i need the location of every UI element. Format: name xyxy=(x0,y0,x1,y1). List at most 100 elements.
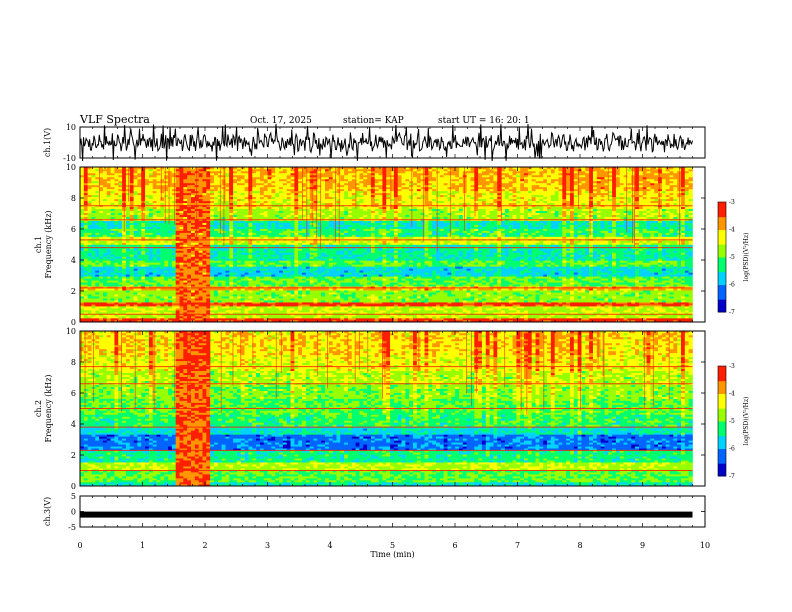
ch1-spec-cell xyxy=(298,176,303,180)
ch1-spec-cell xyxy=(210,184,215,188)
ch1-spec-cell xyxy=(191,168,196,172)
ch1-spec-cell xyxy=(141,236,146,239)
ch1-spec-cell xyxy=(171,170,177,174)
ch1-spec-cell xyxy=(267,270,272,273)
ch1-spec-cell xyxy=(141,208,146,212)
ch1-spec-cell xyxy=(259,232,265,235)
ch1-spec-cell xyxy=(175,252,180,255)
ch1-spec-cell xyxy=(252,274,257,277)
ch1-spec-cell xyxy=(236,176,242,180)
ch1-spec-cell xyxy=(217,292,222,295)
ch1-spec-cell xyxy=(87,192,92,196)
ch1-spec-cell xyxy=(225,230,230,233)
ch1-spec-cell xyxy=(252,286,257,289)
ch1-spec-cell xyxy=(118,232,123,235)
ch1-spec-cell xyxy=(206,318,211,321)
ch1-spec-cell xyxy=(236,184,242,188)
ch1-spec-cell xyxy=(202,260,207,263)
ch1-spec-cell xyxy=(202,298,207,301)
ch1-spec-cell xyxy=(271,228,276,231)
ch1-spec-cell xyxy=(271,270,276,273)
ch1-spec-cell xyxy=(110,256,115,259)
ch1-spec-cell xyxy=(141,242,146,245)
ch1-spec-cell xyxy=(279,304,284,307)
ch1-spec-cell xyxy=(302,302,307,305)
ch1-spec-cell xyxy=(279,174,284,178)
ch1-spec-cell xyxy=(279,292,284,295)
ch1-spec-cell xyxy=(145,300,150,303)
ch1-spec-cell xyxy=(168,180,173,184)
ch1-spec-cell xyxy=(267,254,272,257)
ch1-spec-cell xyxy=(183,310,188,313)
ch1-spec-cell xyxy=(83,226,88,229)
ch1-spec-cell xyxy=(286,167,291,170)
ch1-spec-cell xyxy=(179,310,184,313)
ch1-spec-cell xyxy=(110,194,115,198)
ch1-spec-cell xyxy=(125,308,131,311)
ch1-spec-cell xyxy=(221,286,226,289)
ch1-spec-cell xyxy=(317,240,322,243)
ch1-spec-cell xyxy=(145,242,150,245)
ch1-spec-cell xyxy=(118,192,123,196)
ch1-spec-cell xyxy=(206,278,211,281)
ch1-spec-cell xyxy=(118,306,123,309)
ch1-spec-cell xyxy=(202,308,207,311)
ch1-spec-cell xyxy=(267,296,272,299)
ch1-spec-cell xyxy=(145,266,150,269)
ch1-spec-cell xyxy=(148,192,154,196)
ch1-spec-cell xyxy=(294,268,299,271)
ch1-spec-cell xyxy=(267,216,272,219)
ch1-spec-cell xyxy=(110,298,115,301)
ch1-spec-cell xyxy=(210,224,215,227)
ch1-spec-cell xyxy=(183,314,188,317)
ch1-spec-cell xyxy=(148,186,154,190)
ch1-spec-cell xyxy=(187,242,192,245)
ch1-spec-cell xyxy=(294,252,299,255)
ch1-spec-cell xyxy=(229,184,234,188)
ch1-spec-cell xyxy=(229,266,234,269)
ch1-spec-cell xyxy=(282,320,288,323)
ch1-spec-cell xyxy=(183,184,188,188)
ch1-spec-cell xyxy=(99,306,104,309)
ch1-spec-cell xyxy=(114,308,119,311)
ch1-spec-cell xyxy=(133,294,138,297)
ch1-spec-cell xyxy=(99,192,104,196)
ch1-spec-cell xyxy=(263,224,268,227)
ch1-spec-cell xyxy=(252,312,257,315)
ch1-spec-cell xyxy=(305,172,310,176)
ch1-spec-cell xyxy=(290,294,295,297)
ch1-spec-cell xyxy=(233,186,238,190)
ch1-spec-cell xyxy=(137,302,142,305)
ch1-spec-cell xyxy=(206,306,211,309)
ch1-spec-cell xyxy=(152,242,157,245)
ch1-spec-cell xyxy=(122,306,127,309)
ch1-spec-cell xyxy=(252,244,257,247)
ch1-spec-cell xyxy=(148,280,154,283)
ch1-spec-cell xyxy=(137,298,142,301)
ch1-spec-cell xyxy=(191,198,196,202)
ch1-spec-cell xyxy=(114,310,119,313)
ch1-spec-cell xyxy=(91,264,96,267)
ch1-spec-cell xyxy=(244,276,249,279)
ch1-spec-cell xyxy=(225,312,230,315)
ch1-spec-cell xyxy=(294,272,299,275)
ch1-spec-cell xyxy=(290,216,295,219)
ch1-spec-cell xyxy=(183,288,188,291)
ch1-spec-cell xyxy=(87,296,92,299)
ch1-spec-cell xyxy=(236,224,242,227)
ch1-spec-cell xyxy=(217,318,222,321)
ch1-spec-cell xyxy=(294,304,299,307)
ch1-spec-cell xyxy=(129,300,134,303)
ch1-spec-cell xyxy=(114,304,119,307)
ch1-spec-cell xyxy=(164,258,169,261)
ch1-spec-cell xyxy=(305,302,310,305)
ch1-spec-cell xyxy=(175,282,180,285)
ch1-spec-cell xyxy=(233,200,238,204)
ch1-spec-cell xyxy=(275,260,280,263)
ch1-spec-cell xyxy=(206,310,211,313)
ch1-spec-cell xyxy=(248,254,253,257)
ch1-spec-cell xyxy=(233,302,238,305)
ch1-spec-cell xyxy=(233,214,238,217)
ch1-spec-cell xyxy=(290,248,295,251)
ch1-spec-cell xyxy=(191,318,196,321)
